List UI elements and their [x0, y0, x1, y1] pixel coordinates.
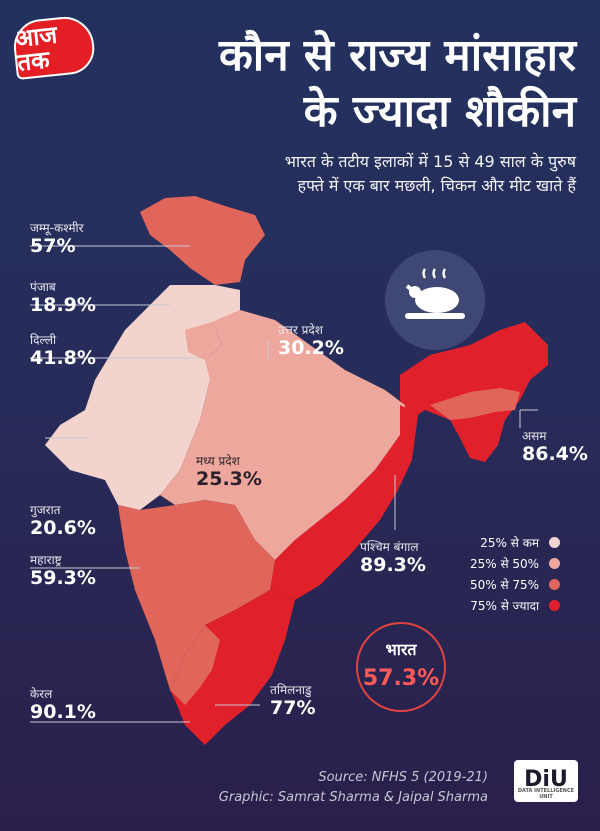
region-central-north — [160, 310, 405, 560]
state-value: 77% — [270, 696, 316, 719]
state-name: दिल्ली — [30, 333, 57, 347]
legend-dot — [549, 537, 561, 548]
state-west-bengal — [270, 405, 418, 600]
roast-chicken-icon — [405, 268, 465, 319]
legend-item: 75% से ज्यादा — [470, 595, 561, 616]
state-value: 57% — [30, 234, 76, 257]
state-name: असम — [522, 429, 547, 443]
subtitle: भारत के तटीय इलाकों में 15 से 49 साल के … — [170, 150, 576, 198]
state-name: गुजरात — [30, 503, 61, 517]
label-assam: असम 86.4% — [522, 429, 588, 466]
legend-dot — [549, 579, 561, 590]
state-name: उत्तर प्रदेश — [278, 323, 323, 337]
label-tamil-nadu: तमिलनाडु 77% — [270, 683, 316, 720]
title-line-1: कौन से राज्य मांसाहार — [219, 30, 576, 81]
callout-lines — [30, 245, 538, 723]
state-name: पश्चिम बंगाल — [360, 540, 419, 554]
diu-logo: DiU DATA INTELLIGENCE UNIT — [514, 760, 578, 802]
legend-item: 50% से 75% — [470, 574, 561, 595]
legend-label: 25% से 50% — [470, 557, 540, 571]
legend-label: 75% से ज्यादा — [470, 599, 540, 613]
state-delhi — [185, 322, 222, 360]
state-value: 59.3% — [30, 566, 96, 589]
state-name: महाराष्ट्र — [30, 553, 62, 567]
state-value: 89.3% — [360, 553, 426, 576]
state-value: 90.1% — [30, 700, 96, 723]
national-average-circle: भारत 57.3% — [356, 622, 446, 712]
legend-dot — [549, 600, 561, 611]
subtitle-line-2: हफ्ते में एक बार मछली, चिकन और मीट खाते … — [297, 176, 576, 195]
state-maharashtra — [118, 500, 275, 690]
state-value: 20.6% — [30, 516, 96, 539]
state-jammu-kashmir — [140, 196, 265, 285]
legend-dot — [549, 558, 561, 569]
label-madhya-pradesh: मध्य प्रदेश 25.3% — [196, 454, 262, 491]
legend-item: 25% से कम — [470, 532, 561, 553]
state-value: 30.2% — [278, 336, 344, 359]
state-name: तमिलनाडु — [270, 683, 312, 697]
national-label: भारत — [385, 640, 417, 659]
state-name: पंजाब — [30, 280, 56, 294]
label-maharashtra: महाराष्ट्र 59.3% — [30, 553, 96, 590]
state-name: जम्मू-कश्मीर — [30, 221, 84, 235]
label-gujarat: गुजरात 20.6% — [30, 503, 96, 540]
state-value: 25.3% — [196, 467, 262, 490]
state-assam — [430, 388, 520, 420]
label-delhi: दिल्ली 41.8% — [30, 333, 96, 370]
icon-circle — [385, 250, 485, 350]
label-kerala: केरल 90.1% — [30, 687, 96, 724]
legend-label: 50% से 75% — [470, 578, 540, 592]
subtitle-line-1: भारत के तटीय इलाकों में 15 से 49 साल के … — [284, 152, 576, 171]
state-name: केरल — [30, 687, 53, 701]
graphic-credit-line: Graphic: Samrat Sharma & Jaipal Sharma — [218, 790, 488, 805]
state-value: 41.8% — [30, 346, 96, 369]
state-value: 86.4% — [522, 442, 588, 465]
region-south — [170, 590, 295, 745]
title-line-2: के ज्यादा शौकीन — [303, 86, 576, 137]
legend-item: 25% से 50% — [470, 553, 561, 574]
state-karnataka — [170, 625, 220, 705]
label-uttar-pradesh: उत्तर प्रदेश 30.2% — [278, 323, 344, 360]
label-jammu-kashmir: जम्मू-कश्मीर 57% — [30, 221, 84, 258]
legend: 25% से कम 25% से 50% 50% से 75% 75% से ज… — [470, 532, 561, 616]
source-credit: Source: NFHS 5 (2019-21) Graphic: Samrat… — [219, 768, 488, 808]
state-value: 18.9% — [30, 293, 96, 316]
state-name: मध्य प्रदेश — [196, 454, 240, 468]
source-line: Source: NFHS 5 (2019-21) — [318, 770, 488, 785]
page-title: कौन से राज्य मांसाहार के ज्यादा शौकीन — [120, 28, 576, 140]
label-punjab: पंजाब 18.9% — [30, 280, 96, 317]
label-west-bengal: पश्चिम बंगाल 89.3% — [360, 540, 426, 577]
national-value: 57.3% — [362, 666, 440, 691]
legend-label: 25% से कम — [480, 536, 540, 550]
